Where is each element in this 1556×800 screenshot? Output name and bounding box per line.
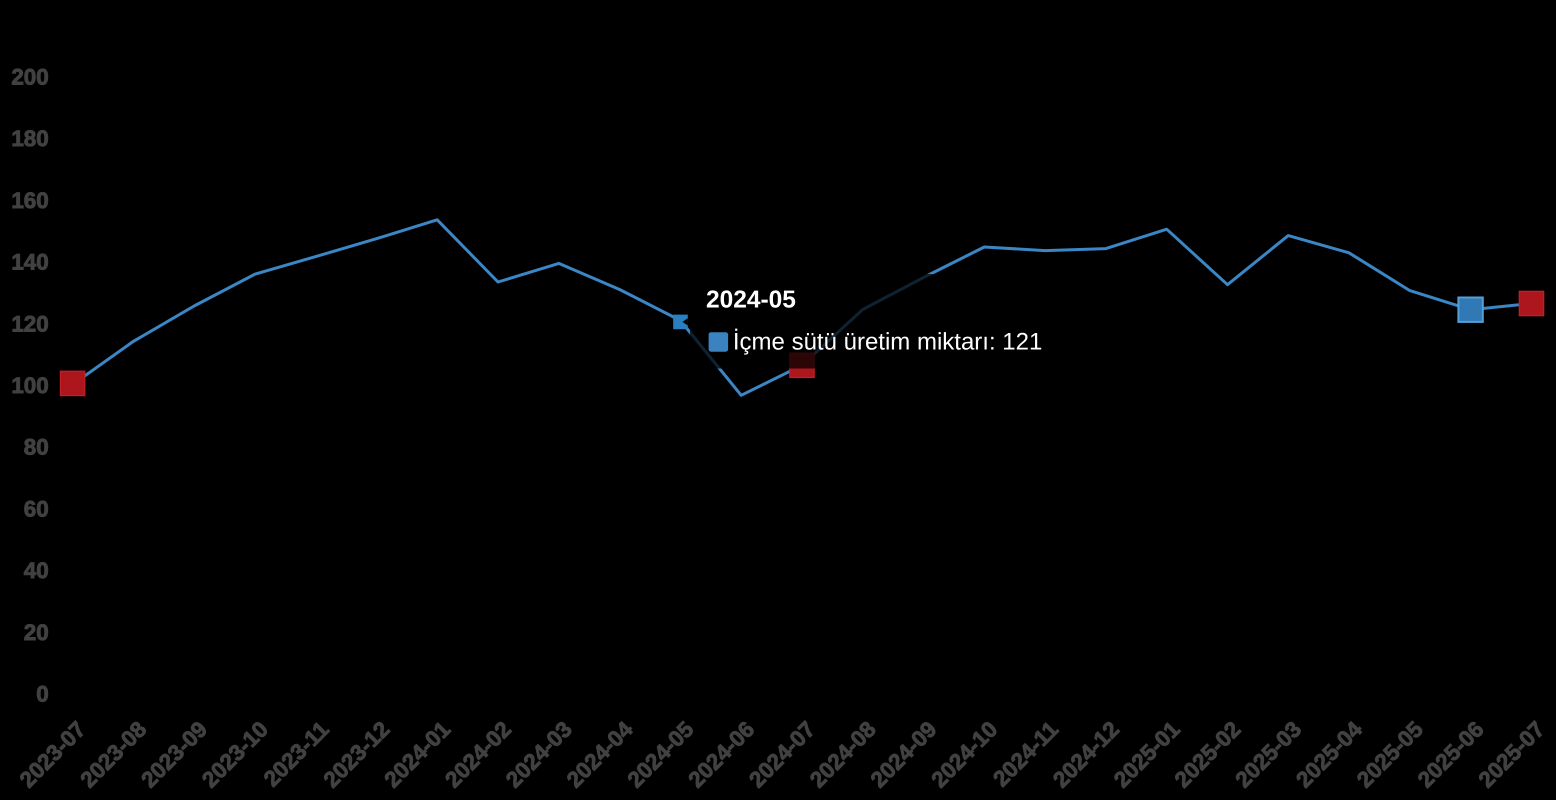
svg-text:80: 80 <box>24 435 49 460</box>
svg-text:60: 60 <box>24 496 49 521</box>
svg-text:100: 100 <box>11 373 48 398</box>
svg-text:200: 200 <box>11 65 48 90</box>
svg-text:2024-05: 2024-05 <box>706 287 796 314</box>
svg-text:140: 140 <box>11 250 48 275</box>
svg-text:0: 0 <box>36 682 48 707</box>
svg-text:40: 40 <box>24 558 49 583</box>
svg-text:120: 120 <box>11 311 48 336</box>
svg-text:180: 180 <box>11 126 48 151</box>
svg-text:20: 20 <box>24 620 49 645</box>
svg-text:İçme sütü üretim miktarı: 121: İçme sütü üretim miktarı: 121 <box>733 328 1042 355</box>
svg-text:160: 160 <box>11 188 48 213</box>
